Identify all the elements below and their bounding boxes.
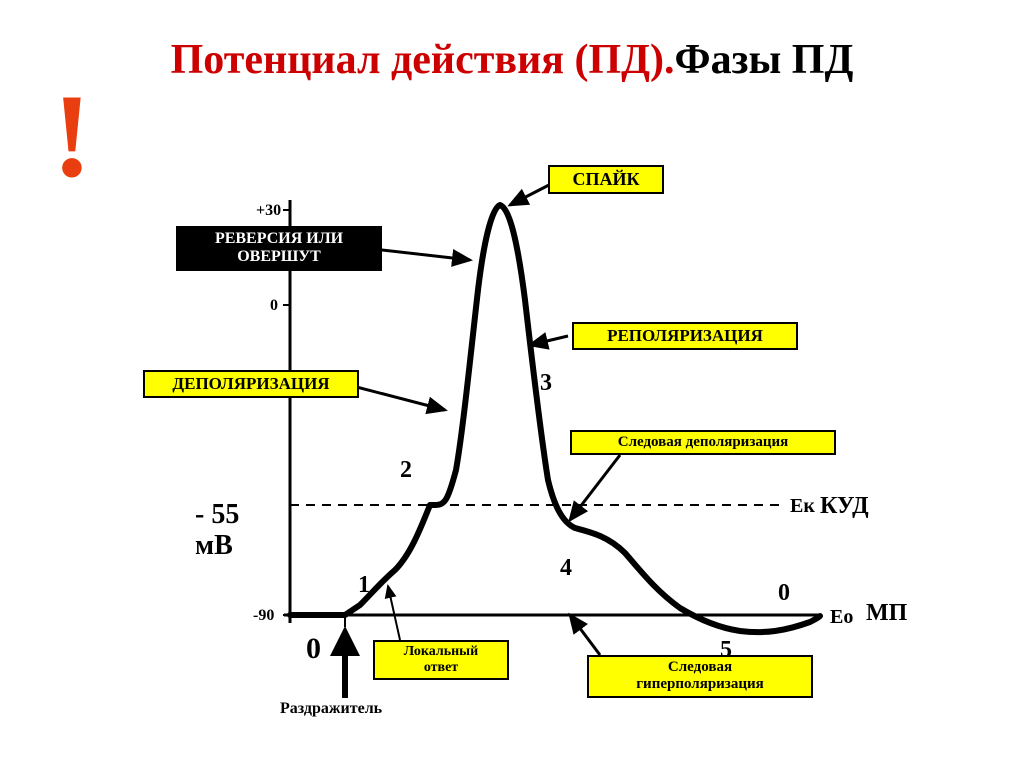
kud-text: КУД	[820, 493, 869, 519]
label-local-response: Локальныйответ	[373, 640, 509, 680]
label-repol-text: РЕПОЛЯРИЗАЦИЯ	[607, 326, 763, 345]
phase-4: 4	[560, 555, 572, 581]
mp-text: МП	[866, 600, 907, 626]
label-overshoot: РЕВЕРСИЯ ИЛИОВЕРШУТ	[176, 226, 382, 271]
label-spike: СПАЙК	[548, 165, 664, 194]
phase-5-text: 5	[720, 637, 732, 663]
phase-0r-text: 0	[778, 580, 790, 606]
phase-2: 2	[400, 457, 412, 483]
phase-0b-text: 0	[306, 632, 321, 665]
label-overshoot-text: РЕВЕРСИЯ ИЛИОВЕРШУТ	[215, 230, 343, 265]
svg-text:+30: +30	[256, 202, 281, 219]
label-trace-depolarization: Следовая деполяризация	[570, 430, 836, 455]
label-repolarization: РЕПОЛЯРИЗАЦИЯ	[572, 322, 798, 350]
label-depol-text: ДЕПОЛЯРИЗАЦИЯ	[172, 374, 329, 393]
label-trace-hyperpolarization: Следоваягиперполяризация	[587, 655, 813, 698]
eo-text: Ео	[830, 606, 853, 628]
phase-0-right: 0	[778, 580, 790, 606]
label-spike-text: СПАЙК	[572, 169, 639, 189]
threshold-mv-text: - 55мВ	[195, 499, 239, 561]
label-depolarization: ДЕПОЛЯРИЗАЦИЯ	[143, 370, 359, 398]
phase-1-text: 1	[358, 572, 370, 598]
phase-1: 1	[358, 572, 370, 598]
stim-text: Раздражитель	[280, 700, 382, 717]
label-local-text: Локальныйответ	[404, 644, 478, 675]
stimulus-label: Раздражитель	[280, 700, 382, 718]
ek-text: Ек	[790, 495, 815, 517]
svg-text:0: 0	[270, 297, 278, 314]
kud-label: КУД	[820, 493, 869, 519]
phase-0-bottom: 0	[306, 632, 321, 665]
threshold-mv: - 55мВ	[195, 500, 239, 562]
ek-label: Ек	[790, 495, 815, 517]
phase-3-text: 3	[540, 370, 552, 396]
phase-3: 3	[540, 370, 552, 396]
phase-5: 5	[720, 637, 732, 663]
svg-text:-90: -90	[253, 607, 274, 624]
phase-4-text: 4	[560, 555, 572, 581]
label-trace-hyper-text: Следоваягиперполяризация	[636, 659, 764, 692]
eo-label: Ео	[830, 606, 853, 628]
label-trace-depol-text: Следовая деполяризация	[618, 434, 789, 450]
phase-2-text: 2	[400, 457, 412, 483]
mp-label: МП	[866, 600, 907, 626]
